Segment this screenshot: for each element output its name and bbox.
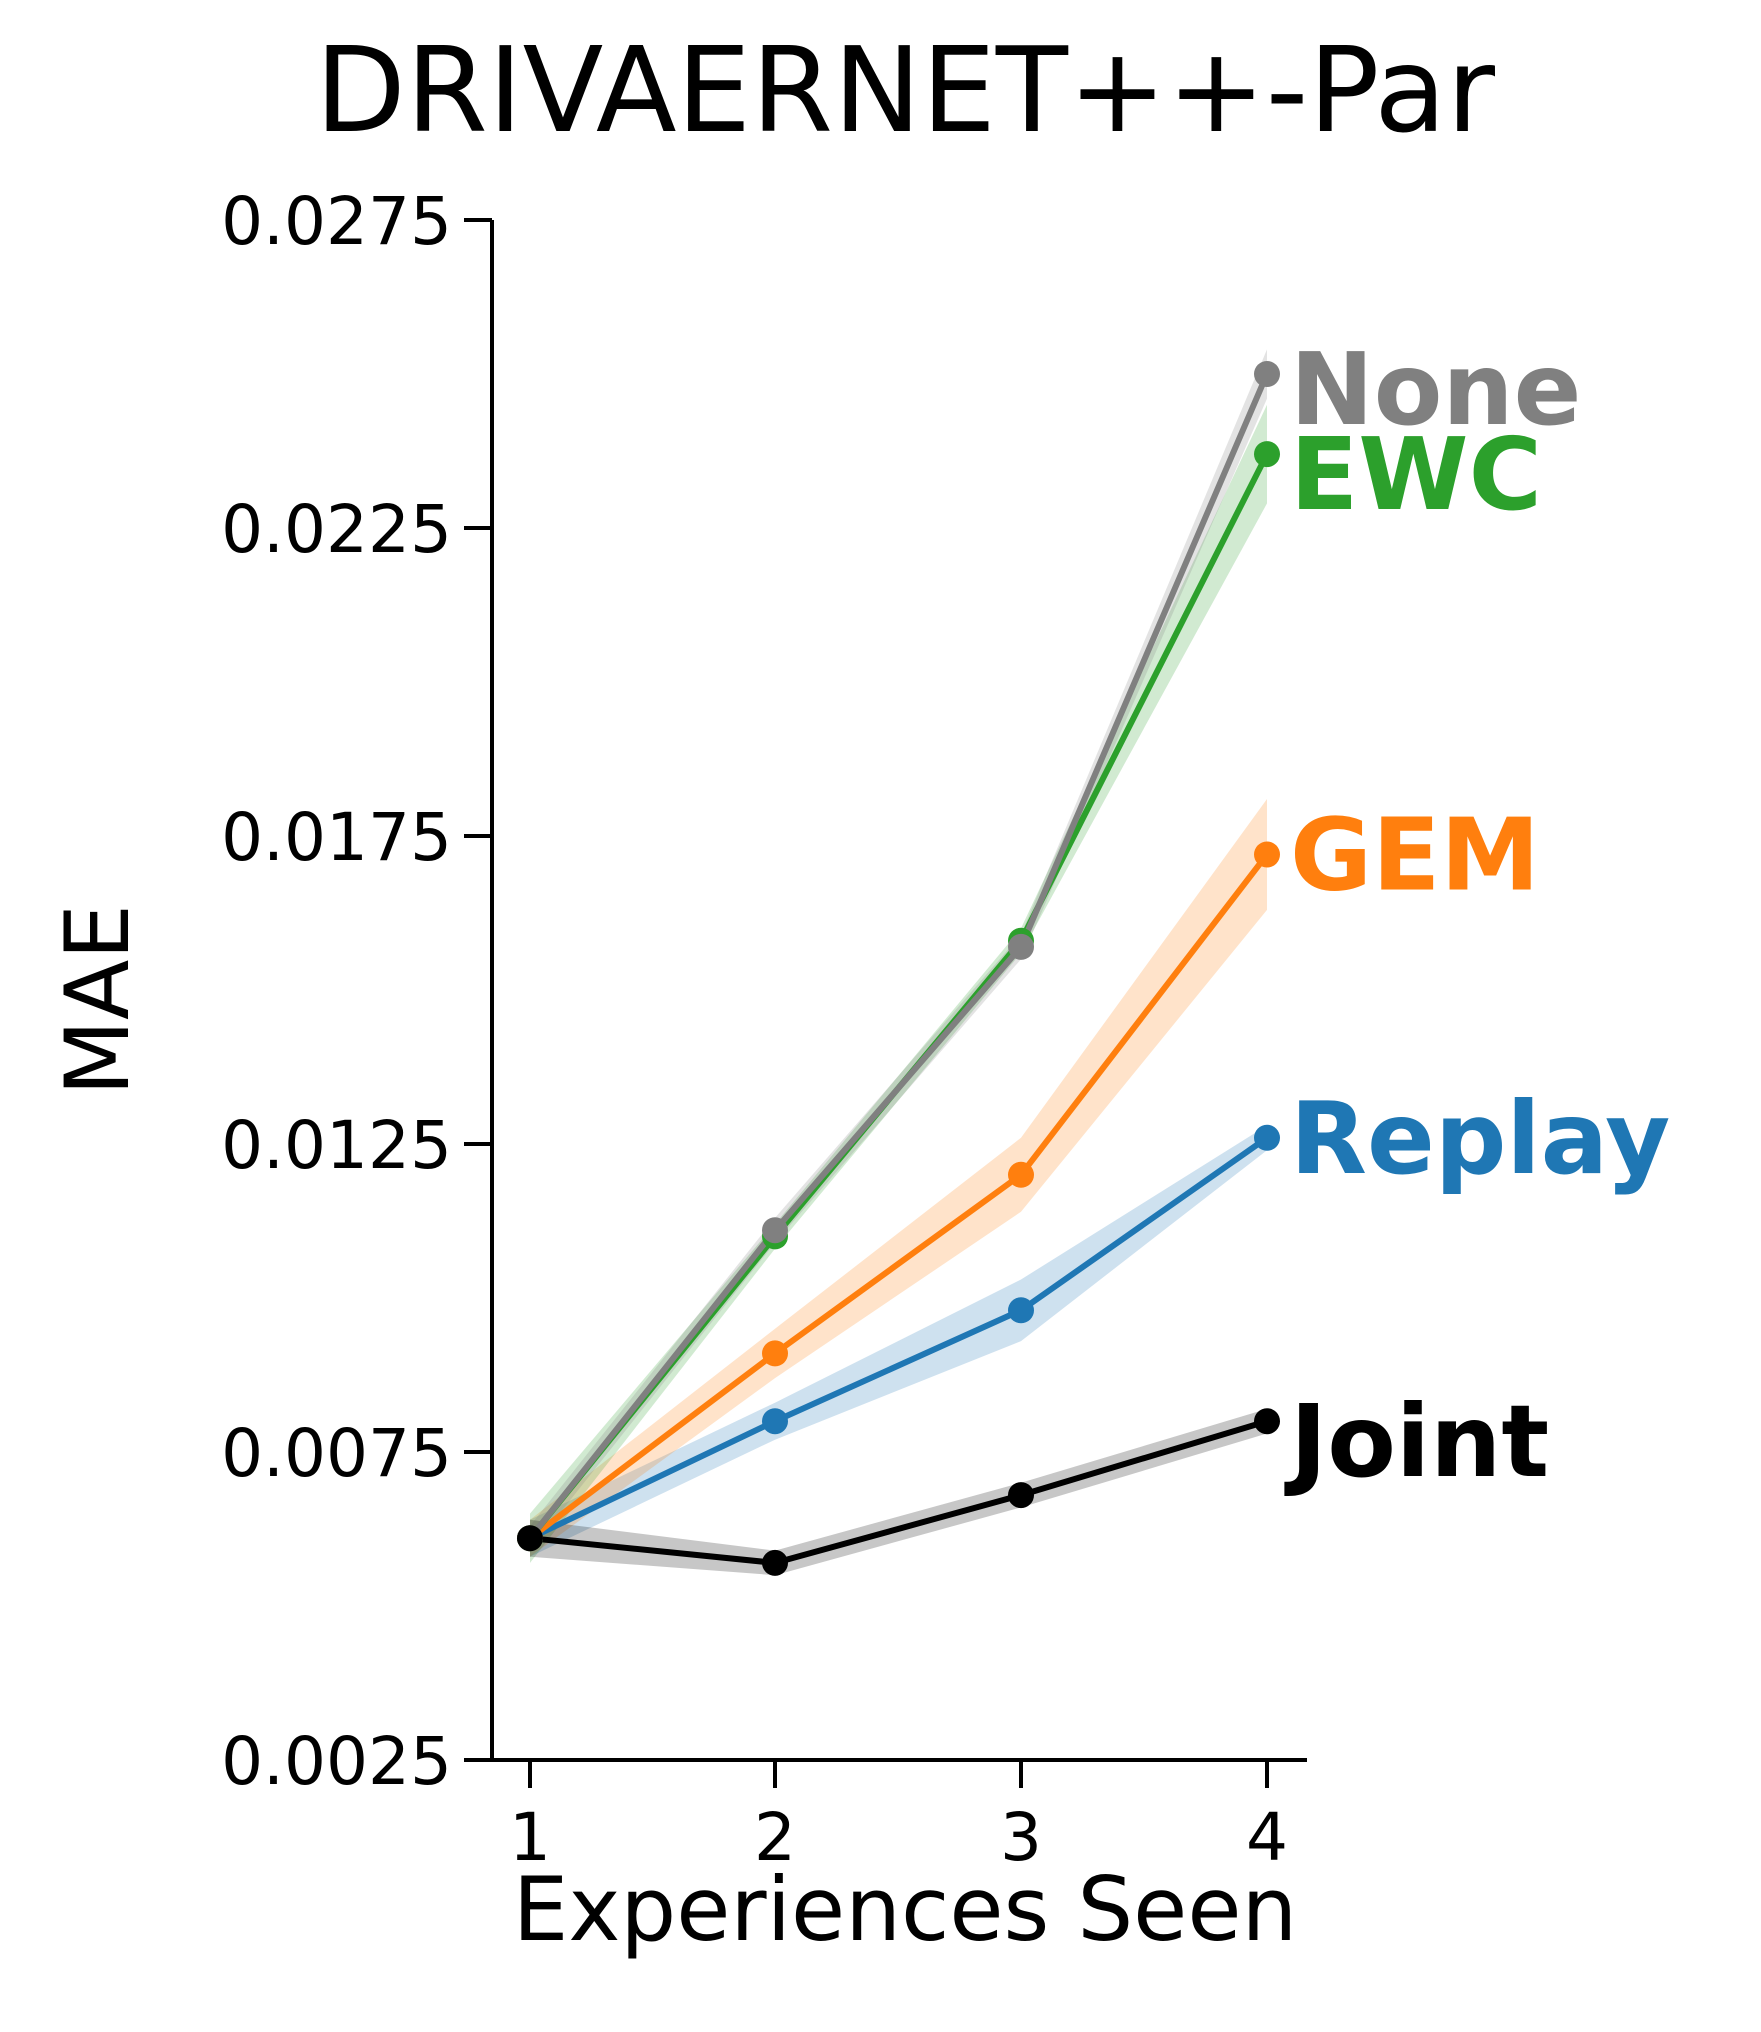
- x-tick-label: 4: [1246, 1799, 1288, 1876]
- point-replay-3: [1008, 1297, 1034, 1324]
- x-ticks: 1 2 3 4: [509, 1760, 1288, 1876]
- line-replay: [527, 1134, 1270, 1542]
- point-joint-2: [762, 1549, 788, 1576]
- band-joint: [530, 1408, 1267, 1576]
- point-joint-3: [1008, 1482, 1034, 1509]
- line-gem: [527, 851, 1270, 1542]
- y-tick-label: 0.0025: [221, 1723, 452, 1800]
- point-replay-2: [762, 1408, 788, 1435]
- series-label-gem: GEM: [1290, 797, 1540, 914]
- point-replay-4: [1254, 1124, 1280, 1151]
- x-tick-label: 1: [509, 1799, 551, 1876]
- point-none-3: [1008, 933, 1034, 960]
- series-label-joint: Joint: [1284, 1383, 1549, 1500]
- y-tick-label: 0.0225: [221, 491, 452, 568]
- y-tick-label: 0.0175: [221, 799, 452, 876]
- y-axis-label: MAE: [46, 904, 149, 1096]
- chart-title: DRIVAERNET++-Par: [315, 21, 1495, 159]
- point-none-2: [762, 1217, 788, 1244]
- confidence-bands: [530, 349, 1267, 1576]
- x-tick-label: 2: [754, 1799, 796, 1876]
- series-points: [517, 361, 1280, 1576]
- y-tick-label: 0.0275: [221, 183, 452, 260]
- y-ticks: 0.0025 0.0075 0.0125 0.0175 0.0225 0.0275: [221, 183, 492, 1800]
- series-label-none: None: [1290, 331, 1581, 448]
- point-none-4: [1254, 361, 1280, 387]
- point-ewc-4: [1254, 441, 1280, 468]
- point-gem-3: [1008, 1161, 1034, 1188]
- y-tick-label: 0.0125: [221, 1107, 452, 1184]
- point-gem-4: [1254, 841, 1280, 868]
- x-tick-label: 3: [1000, 1799, 1042, 1876]
- point-joint-1: [517, 1525, 543, 1552]
- y-tick-label: 0.0075: [221, 1415, 452, 1492]
- line-joint: [527, 1418, 1270, 1566]
- series-label-replay: Replay: [1290, 1080, 1670, 1197]
- line-none: [527, 371, 1270, 1542]
- point-joint-4: [1254, 1408, 1280, 1435]
- point-gem-2: [762, 1340, 788, 1367]
- x-axis-label: Experiences Seen: [513, 1858, 1297, 1961]
- series-label-ewc: EWC: [1290, 416, 1542, 533]
- band-replay: [530, 1125, 1267, 1557]
- series-lines: [527, 371, 1270, 1566]
